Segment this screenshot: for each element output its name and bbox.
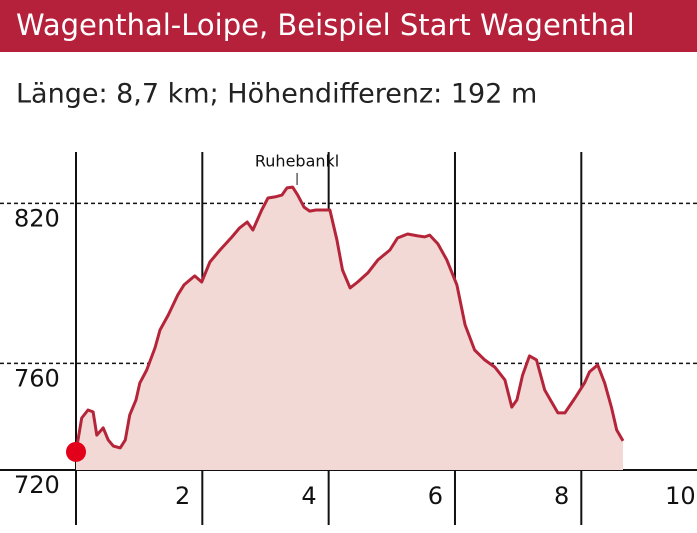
x-tick-label: 4 [301, 482, 316, 510]
line [74, 185, 625, 453]
chart-title: Wagenthal-Loipe, Beispiel Start Wagentha… [16, 8, 635, 42]
header-bar [0, 0, 697, 52]
x-tick-label: 10 [665, 482, 696, 510]
y-tick-label: 720 [14, 471, 60, 499]
x-tick-label: 8 [554, 482, 569, 510]
start-marker [66, 441, 86, 462]
x-tick-label: 2 [175, 482, 190, 510]
area [76, 187, 623, 470]
x-tick-label: 6 [428, 482, 443, 510]
annotation: Ruhebankl [255, 152, 339, 171]
y-tick-label: 760 [14, 364, 60, 392]
chart-subtitle: Länge: 8,7 km; Höhendifferenz: 192 m [16, 79, 537, 110]
y-tick-label: 820 [14, 204, 60, 232]
